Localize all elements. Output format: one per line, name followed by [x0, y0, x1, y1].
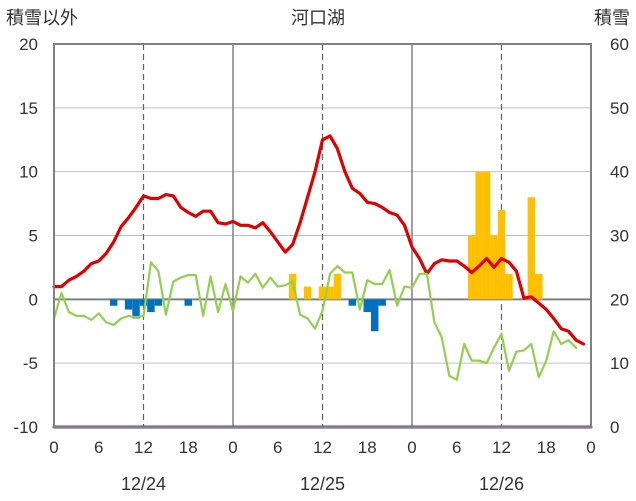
- right-y-tick-label: 50: [610, 99, 629, 118]
- left-y-tick-label: -5: [23, 354, 38, 373]
- bar: [370, 299, 379, 332]
- chart-title: 河口湖: [291, 8, 345, 28]
- left-axis-label: 積雪以外: [6, 8, 78, 28]
- date-label: 12/25: [300, 474, 345, 494]
- left-y-tick-label: 5: [29, 227, 38, 246]
- left-y-tick-label: 10: [19, 163, 38, 182]
- right-y-tick-label: 10: [610, 354, 629, 373]
- bar: [288, 273, 297, 300]
- right-y-tick-label: 40: [610, 163, 629, 182]
- bar: [184, 299, 192, 306]
- bar: [363, 299, 371, 313]
- x-tick-label: 12: [492, 438, 511, 457]
- bar: [378, 299, 386, 306]
- x-tick-label: 18: [358, 438, 377, 457]
- date-label: 12/24: [121, 474, 166, 494]
- x-tick-label: 12: [313, 438, 332, 457]
- bar: [154, 299, 163, 306]
- x-tick-label: 18: [537, 438, 556, 457]
- plot-border: [53, 43, 592, 428]
- plot-frame: [53, 43, 592, 428]
- x-tick-label: 6: [94, 438, 103, 457]
- x-tick-label: 0: [228, 438, 237, 457]
- bar: [505, 273, 513, 300]
- right-y-tick-label: 20: [610, 290, 629, 309]
- x-tick-label: 6: [452, 438, 461, 457]
- bar: [132, 299, 140, 319]
- bar: [475, 171, 483, 300]
- bar: [326, 286, 334, 300]
- right-y-tick-label: 30: [610, 227, 629, 246]
- bar: [318, 286, 327, 300]
- bar: [527, 197, 536, 300]
- x-tick-label: 12: [134, 438, 153, 457]
- bar: [124, 299, 133, 310]
- left-y-tick-label: 15: [19, 99, 38, 118]
- left-y-tick-label: -10: [13, 418, 38, 437]
- left-y-tick-label: 0: [29, 290, 38, 309]
- bar: [303, 286, 312, 300]
- bar: [482, 171, 491, 300]
- x-tick-label: 6: [273, 438, 282, 457]
- bar: [348, 299, 357, 306]
- right-y-tick-label: 0: [610, 418, 619, 437]
- bar: [467, 235, 476, 300]
- series-line: [52, 134, 586, 346]
- date-label: 12/26: [479, 474, 524, 494]
- x-tick-label: 18: [179, 438, 198, 457]
- bar: [333, 273, 342, 300]
- bar: [147, 299, 155, 313]
- left-y-tick-label: 20: [19, 35, 38, 54]
- bar: [109, 299, 118, 306]
- x-tick-label: 0: [49, 438, 58, 457]
- bar: [535, 273, 543, 300]
- bar: [139, 299, 148, 306]
- x-tick-label: 0: [407, 438, 416, 457]
- bar: [497, 209, 506, 300]
- series-line: [52, 261, 578, 381]
- right-y-tick-label: 60: [610, 35, 629, 54]
- right-axis-label: 積雪: [594, 8, 630, 28]
- x-tick-label: 0: [586, 438, 595, 457]
